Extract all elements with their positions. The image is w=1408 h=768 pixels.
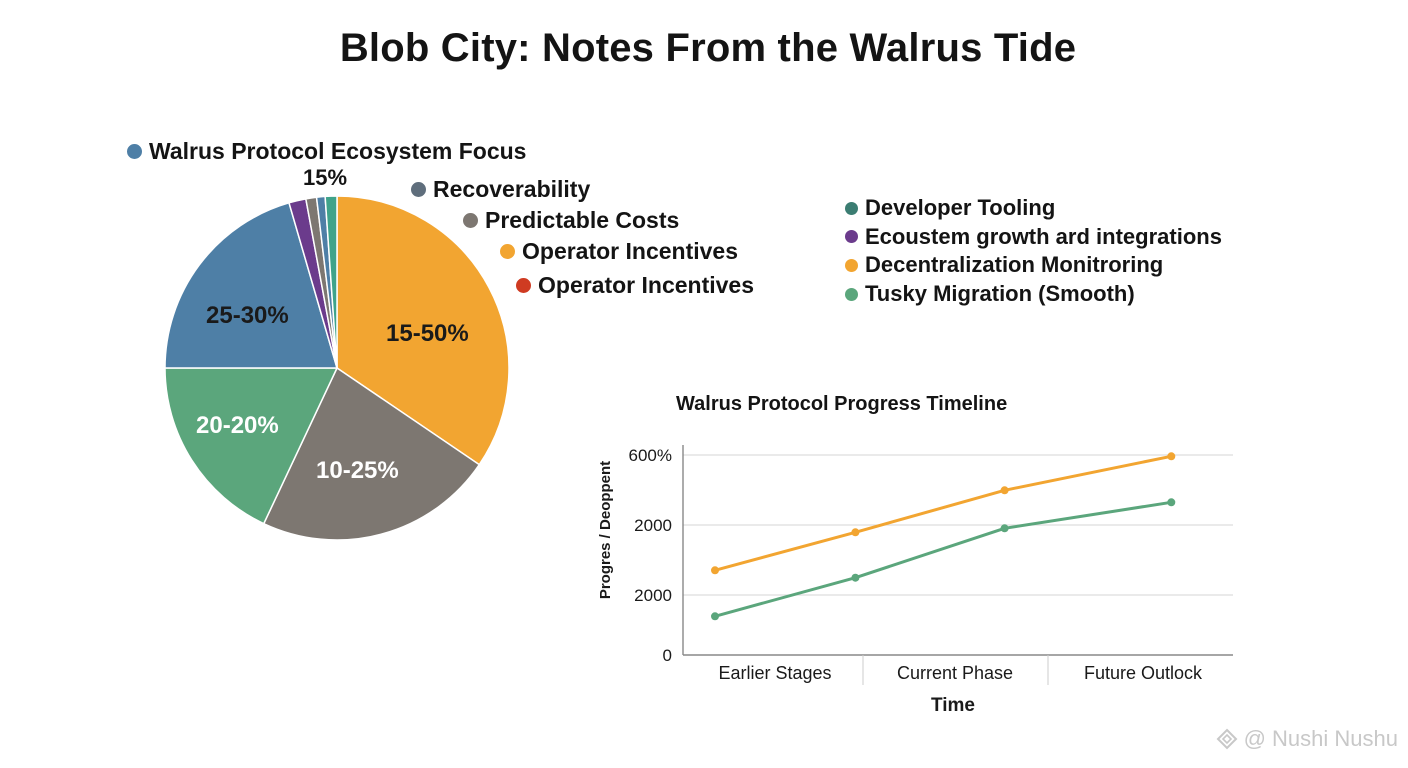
legend-label: Predictable Costs — [485, 207, 680, 233]
pie-legend-item: Recoverability — [411, 176, 590, 203]
series-point — [851, 573, 860, 582]
series-point — [851, 528, 860, 537]
series-point — [1167, 452, 1176, 461]
diamond-logo-icon — [1216, 728, 1238, 750]
pie-slice — [324, 195, 338, 369]
legend-label: Recoverability — [433, 176, 591, 202]
pie-slice-label: 10-25% — [316, 457, 399, 484]
line-chart-title: Walrus Protocol Progress Timeline — [676, 393, 1008, 415]
line-legend-item: Ecoustem growth ard integrations — [845, 223, 1222, 252]
y-tick-label: 2000 — [634, 516, 672, 535]
x-tick-label: Future Outlock — [1084, 663, 1203, 683]
legend-label: Ecoustem growth ard integrations — [865, 223, 1222, 249]
series-point — [1000, 524, 1009, 533]
pie-legend-item: Predictable Costs — [463, 207, 679, 234]
line-legend-item: Tusky Migration (Smooth) — [845, 280, 1222, 309]
pie-slice — [164, 367, 339, 525]
x-tick-label: Current Phase — [897, 663, 1013, 683]
line-legend: Developer Tooling Ecoustem growth ard int… — [845, 194, 1222, 308]
legend-label: Tusky Migration (Smooth) — [865, 281, 1135, 307]
series-point — [1000, 486, 1009, 495]
legend-label: Operator Incentives — [522, 238, 739, 264]
pie-legend-item: Walrus Protocol Ecosystem Focus — [127, 138, 526, 165]
pie-slice-label: 15-50% — [386, 320, 469, 347]
legend-swatch — [411, 182, 426, 197]
pie-slice — [262, 366, 481, 541]
legend-swatch — [845, 258, 858, 272]
pie-slice-label: 20-20% — [196, 412, 279, 439]
y-tick-label: 2000 — [634, 586, 672, 605]
series-line — [713, 500, 1173, 618]
y-tick-label: 0 — [663, 646, 672, 665]
series-point — [711, 566, 719, 575]
pie-slice — [336, 195, 510, 466]
legend-swatch — [845, 287, 858, 301]
series-line — [713, 454, 1173, 572]
legend-label: Operator Incentives — [538, 272, 755, 298]
pie-legend-item: Operator Incentives — [516, 272, 754, 299]
line-legend-item: Decentralization Monitroring — [845, 251, 1222, 280]
y-tick-label: 600% — [629, 446, 672, 465]
pie-legend-item: Operator Incentives — [500, 238, 738, 265]
watermark: @ Nushi Nushu — [1216, 726, 1398, 752]
pie-chart — [164, 195, 510, 541]
line-legend-item: Developer Tooling — [845, 194, 1222, 223]
legend-swatch — [845, 230, 858, 244]
legend-label: Walrus Protocol Ecosystem Focus — [149, 138, 527, 164]
legend-swatch — [845, 201, 858, 215]
pie-slice — [164, 201, 338, 369]
legend-swatch — [127, 144, 142, 159]
series-point — [1167, 498, 1176, 507]
legend-swatch — [500, 244, 515, 259]
page-title: Blob City: Notes From the Walrus Tide — [339, 26, 1077, 70]
x-tick-label: Earlier Stages — [718, 663, 831, 683]
pie-outside-label: 15% — [303, 165, 348, 190]
series-point — [711, 612, 719, 621]
legend-label: Developer Tooling — [865, 195, 1056, 221]
legend-swatch — [516, 278, 531, 293]
watermark-text: @ Nushi Nushu — [1243, 726, 1398, 751]
y-axis-label: Progres / Deoppent — [597, 461, 614, 599]
legend-label: Decentralization Monitroring — [865, 252, 1164, 278]
pie-slice-label: 25-30% — [206, 302, 289, 329]
legend-swatch — [463, 213, 478, 228]
x-axis-label: Time — [931, 695, 975, 716]
